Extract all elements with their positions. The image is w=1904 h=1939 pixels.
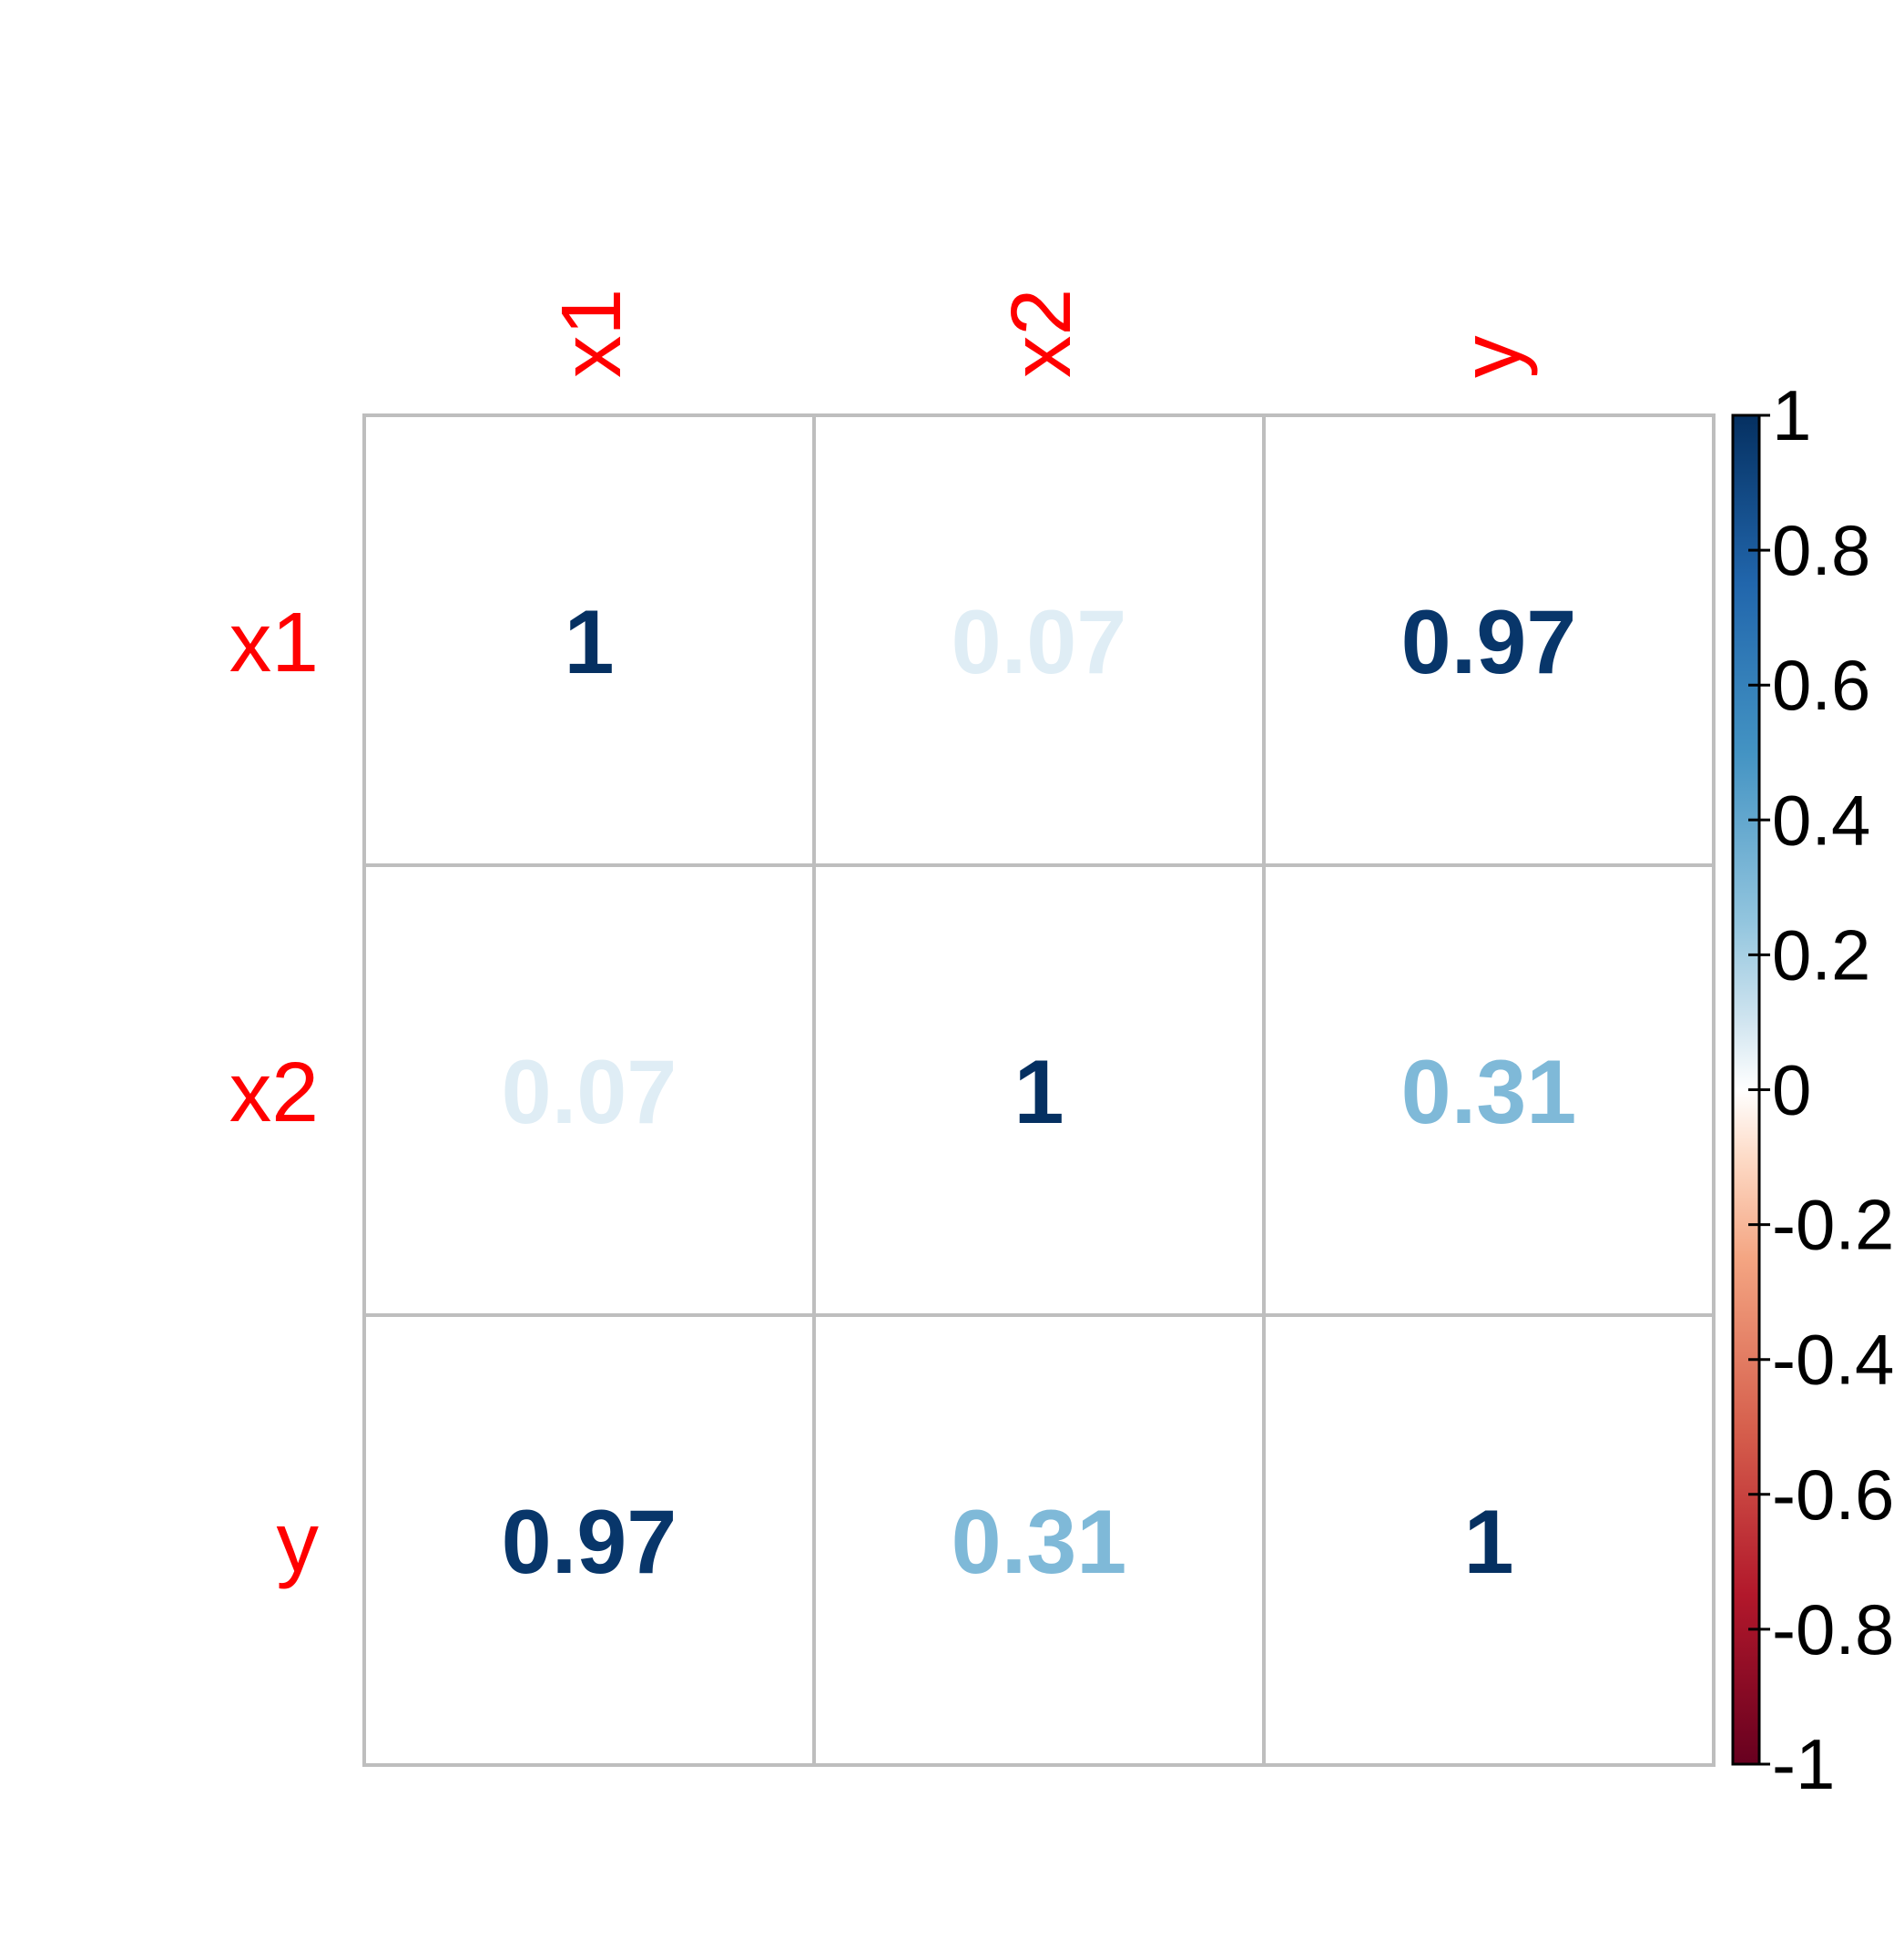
cell-x1-x2 (812, 413, 1266, 867)
colorbar-tick-label: 0.8 (1772, 510, 1870, 590)
colorbar-tick-label: 1 (1772, 375, 1811, 455)
colorbar-tick-label: -0.6 (1772, 1454, 1894, 1535)
cell-value-x2-x2: 1 (1013, 1041, 1064, 1142)
cell-value-x1-x1: 1 (564, 591, 614, 692)
colorbar-tick-label: 0 (1772, 1050, 1811, 1130)
cell-x1-x1 (362, 413, 816, 867)
cell-x1-y (1262, 413, 1716, 867)
cell-value-y-y: 1 (1463, 1491, 1513, 1592)
row-labels: x1 x2 y (229, 595, 320, 1589)
cell-x2-y (1262, 863, 1716, 1317)
column-label-x1: x1 (544, 289, 638, 378)
row-label-x2: x2 (229, 1045, 319, 1139)
cell-value-x2-y: 0.31 (1401, 1041, 1577, 1142)
cell-value-x1-x2: 0.07 (952, 591, 1127, 692)
cell-y-y (1262, 1313, 1716, 1767)
colorbar-tick-label: 0.2 (1772, 914, 1870, 995)
cell-value-x2-x1: 0.07 (502, 1041, 677, 1142)
column-labels: x1 x2 y (544, 289, 1538, 378)
cell-value-y-x1: 0.97 (502, 1491, 677, 1592)
colorbar: 1 0.8 0.6 0.4 0.2 0 -0.2 -0.4 -0.6 -0.8 -1 (1731, 375, 1894, 1804)
colorbar-tick-label: -0.4 (1772, 1320, 1894, 1400)
colorbar-tick-label: -0.8 (1772, 1589, 1894, 1669)
matrix-cells (362, 413, 1716, 1767)
colorbar-tick-label: -1 (1772, 1724, 1835, 1804)
column-label-x2: x2 (993, 289, 1088, 378)
cell-x2-x2 (812, 863, 1266, 1317)
cell-value-x1-y: 0.97 (1401, 591, 1577, 692)
cell-y-x2 (812, 1313, 1266, 1767)
row-label-y: y (277, 1495, 320, 1589)
cell-y-x1 (362, 1313, 816, 1767)
cell-x2-x1 (362, 863, 816, 1317)
colorbar-tick-label: 0.6 (1772, 645, 1870, 725)
colorbar-tick-label: 0.4 (1772, 780, 1870, 860)
row-label-x1: x1 (229, 595, 319, 689)
colorbar-tick-label: -0.2 (1772, 1185, 1894, 1265)
cell-value-y-x2: 0.31 (952, 1491, 1127, 1592)
column-label-y: y (1443, 335, 1538, 378)
cell-values: 1 0.07 0.97 0.07 1 0.31 0.97 0.31 1 (502, 591, 1577, 1592)
